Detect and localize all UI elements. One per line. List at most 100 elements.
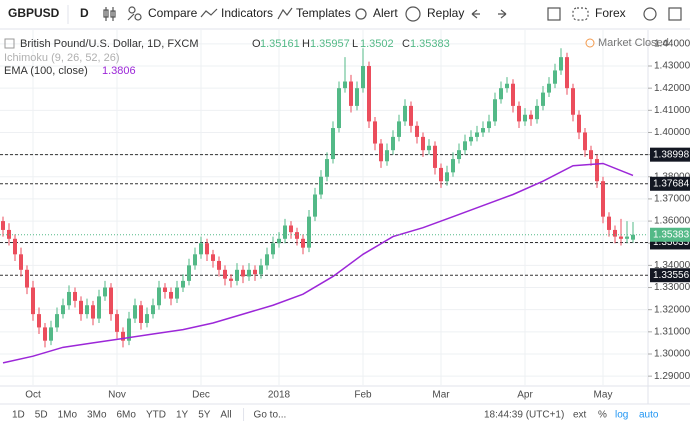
market-button[interactable]: Forex (595, 6, 626, 20)
candle-body (547, 83, 551, 93)
scale-option[interactable]: auto (639, 410, 659, 421)
candle-body (577, 114, 581, 133)
y-tick-label: 1.34000 (654, 260, 690, 271)
templates-button[interactable]: Templates (296, 6, 351, 20)
x-tick-label: May (594, 390, 613, 401)
candle-body (25, 269, 29, 288)
level-tag (650, 147, 690, 162)
candle-body (505, 83, 509, 89)
candle-body (571, 88, 575, 115)
candle-body (529, 114, 533, 120)
candle-body (217, 260, 221, 270)
ohlc-readout: O 1.35161 H 1.35957 L 1.3502 C 1.35383 (252, 38, 450, 50)
alert-button[interactable]: Alert (373, 6, 398, 20)
range-button[interactable]: 1Y (176, 410, 189, 421)
candle-body (67, 291, 71, 306)
candle-body (565, 57, 569, 89)
range-button[interactable]: 3Mo (87, 410, 107, 421)
ohlc-value: 1.35957 (310, 38, 350, 50)
candle-body (55, 314, 59, 328)
candle-body (559, 57, 563, 71)
candle-body (157, 287, 161, 306)
candle-body (319, 176, 323, 195)
candle-body (211, 254, 215, 261)
interval[interactable]: D (80, 6, 89, 20)
compare-button[interactable]: Compare (148, 6, 198, 20)
range-button[interactable]: 1Mo (58, 410, 78, 421)
candle-body (325, 159, 329, 177)
candle-body (499, 88, 503, 100)
fullscreen-icon[interactable] (547, 7, 561, 21)
candle-body (583, 132, 587, 151)
candle-body (205, 243, 209, 255)
candle-body (43, 327, 47, 341)
indicator-label: Ichimoku (9, 26, 52, 26) (4, 52, 120, 64)
range-button[interactable]: 6Mo (117, 410, 137, 421)
x-tick-label: Dec (192, 390, 210, 401)
replay-icon[interactable] (405, 6, 421, 22)
range-button[interactable]: 5Y (198, 410, 211, 421)
range-button[interactable]: YTD (146, 410, 166, 421)
scale-option[interactable]: log (615, 410, 628, 421)
ema-value: 1.3806 (102, 65, 136, 77)
candle-body (19, 254, 23, 270)
x-tick-label: Feb (354, 390, 372, 401)
symbol[interactable]: GBPUSD (8, 6, 60, 20)
range-button[interactable]: 1D (12, 410, 25, 421)
candle-body (151, 305, 155, 315)
alert-icon[interactable] (355, 8, 367, 20)
candle-body (145, 314, 149, 323)
series-title: British Pound/U.S. Dollar, 1D, FXCM (20, 38, 199, 50)
scale-option[interactable]: ext (573, 410, 587, 421)
collapse-icon[interactable] (4, 38, 15, 49)
candle-body (109, 287, 113, 315)
undo-icon[interactable] (471, 9, 480, 19)
candle-body (121, 331, 125, 341)
market-status: Market Closed (598, 37, 669, 49)
templates-icon[interactable] (277, 7, 293, 20)
y-tick-label: 1.41000 (654, 105, 690, 116)
candle-body (169, 291, 173, 299)
scale-option[interactable]: % (598, 410, 607, 421)
ohlc-value: 1.3502 (360, 38, 394, 50)
candle-body (379, 143, 383, 162)
grid (0, 30, 648, 385)
goto-button[interactable]: Go to... (254, 410, 287, 421)
layout-icon[interactable] (668, 7, 682, 21)
last-price-label: 1.35383 (653, 229, 690, 240)
candle-body (613, 229, 617, 237)
candle-body (271, 243, 275, 255)
candle-body (259, 265, 263, 275)
candle-body (85, 305, 89, 315)
x-tick-label: Oct (25, 390, 41, 401)
candle-body (49, 327, 53, 341)
y-tick-label: 1.42000 (654, 83, 690, 94)
candle-body (337, 88, 341, 129)
candle-body (391, 136, 395, 151)
candle-body (97, 296, 101, 319)
candle-body (625, 236, 629, 239)
indicators-icon[interactable] (200, 8, 218, 18)
ohlc-key: O (252, 38, 261, 50)
candle-body (253, 269, 257, 275)
y-tick-label: 1.44000 (654, 39, 690, 50)
range-button[interactable]: 5D (35, 410, 48, 421)
range-button[interactable]: All (220, 410, 231, 421)
candle-body (349, 81, 353, 106)
candle-body (451, 159, 455, 173)
candle-body (457, 150, 461, 160)
candle-body (439, 167, 443, 182)
candle-body (427, 145, 431, 151)
candle-body (403, 105, 407, 122)
compare-icon[interactable] (127, 6, 142, 21)
replay-button[interactable]: Replay (427, 6, 464, 20)
candle-body (175, 287, 179, 299)
redo-icon[interactable] (498, 9, 507, 19)
candle-icon[interactable] (103, 7, 116, 21)
settings-icon[interactable] (643, 7, 657, 21)
candle-body (229, 278, 233, 281)
candle-body (469, 136, 473, 142)
clock: 18:44:39 (UTC+1) (484, 410, 564, 421)
indicators-button[interactable]: Indicators (221, 6, 273, 20)
candle-body (61, 305, 65, 315)
